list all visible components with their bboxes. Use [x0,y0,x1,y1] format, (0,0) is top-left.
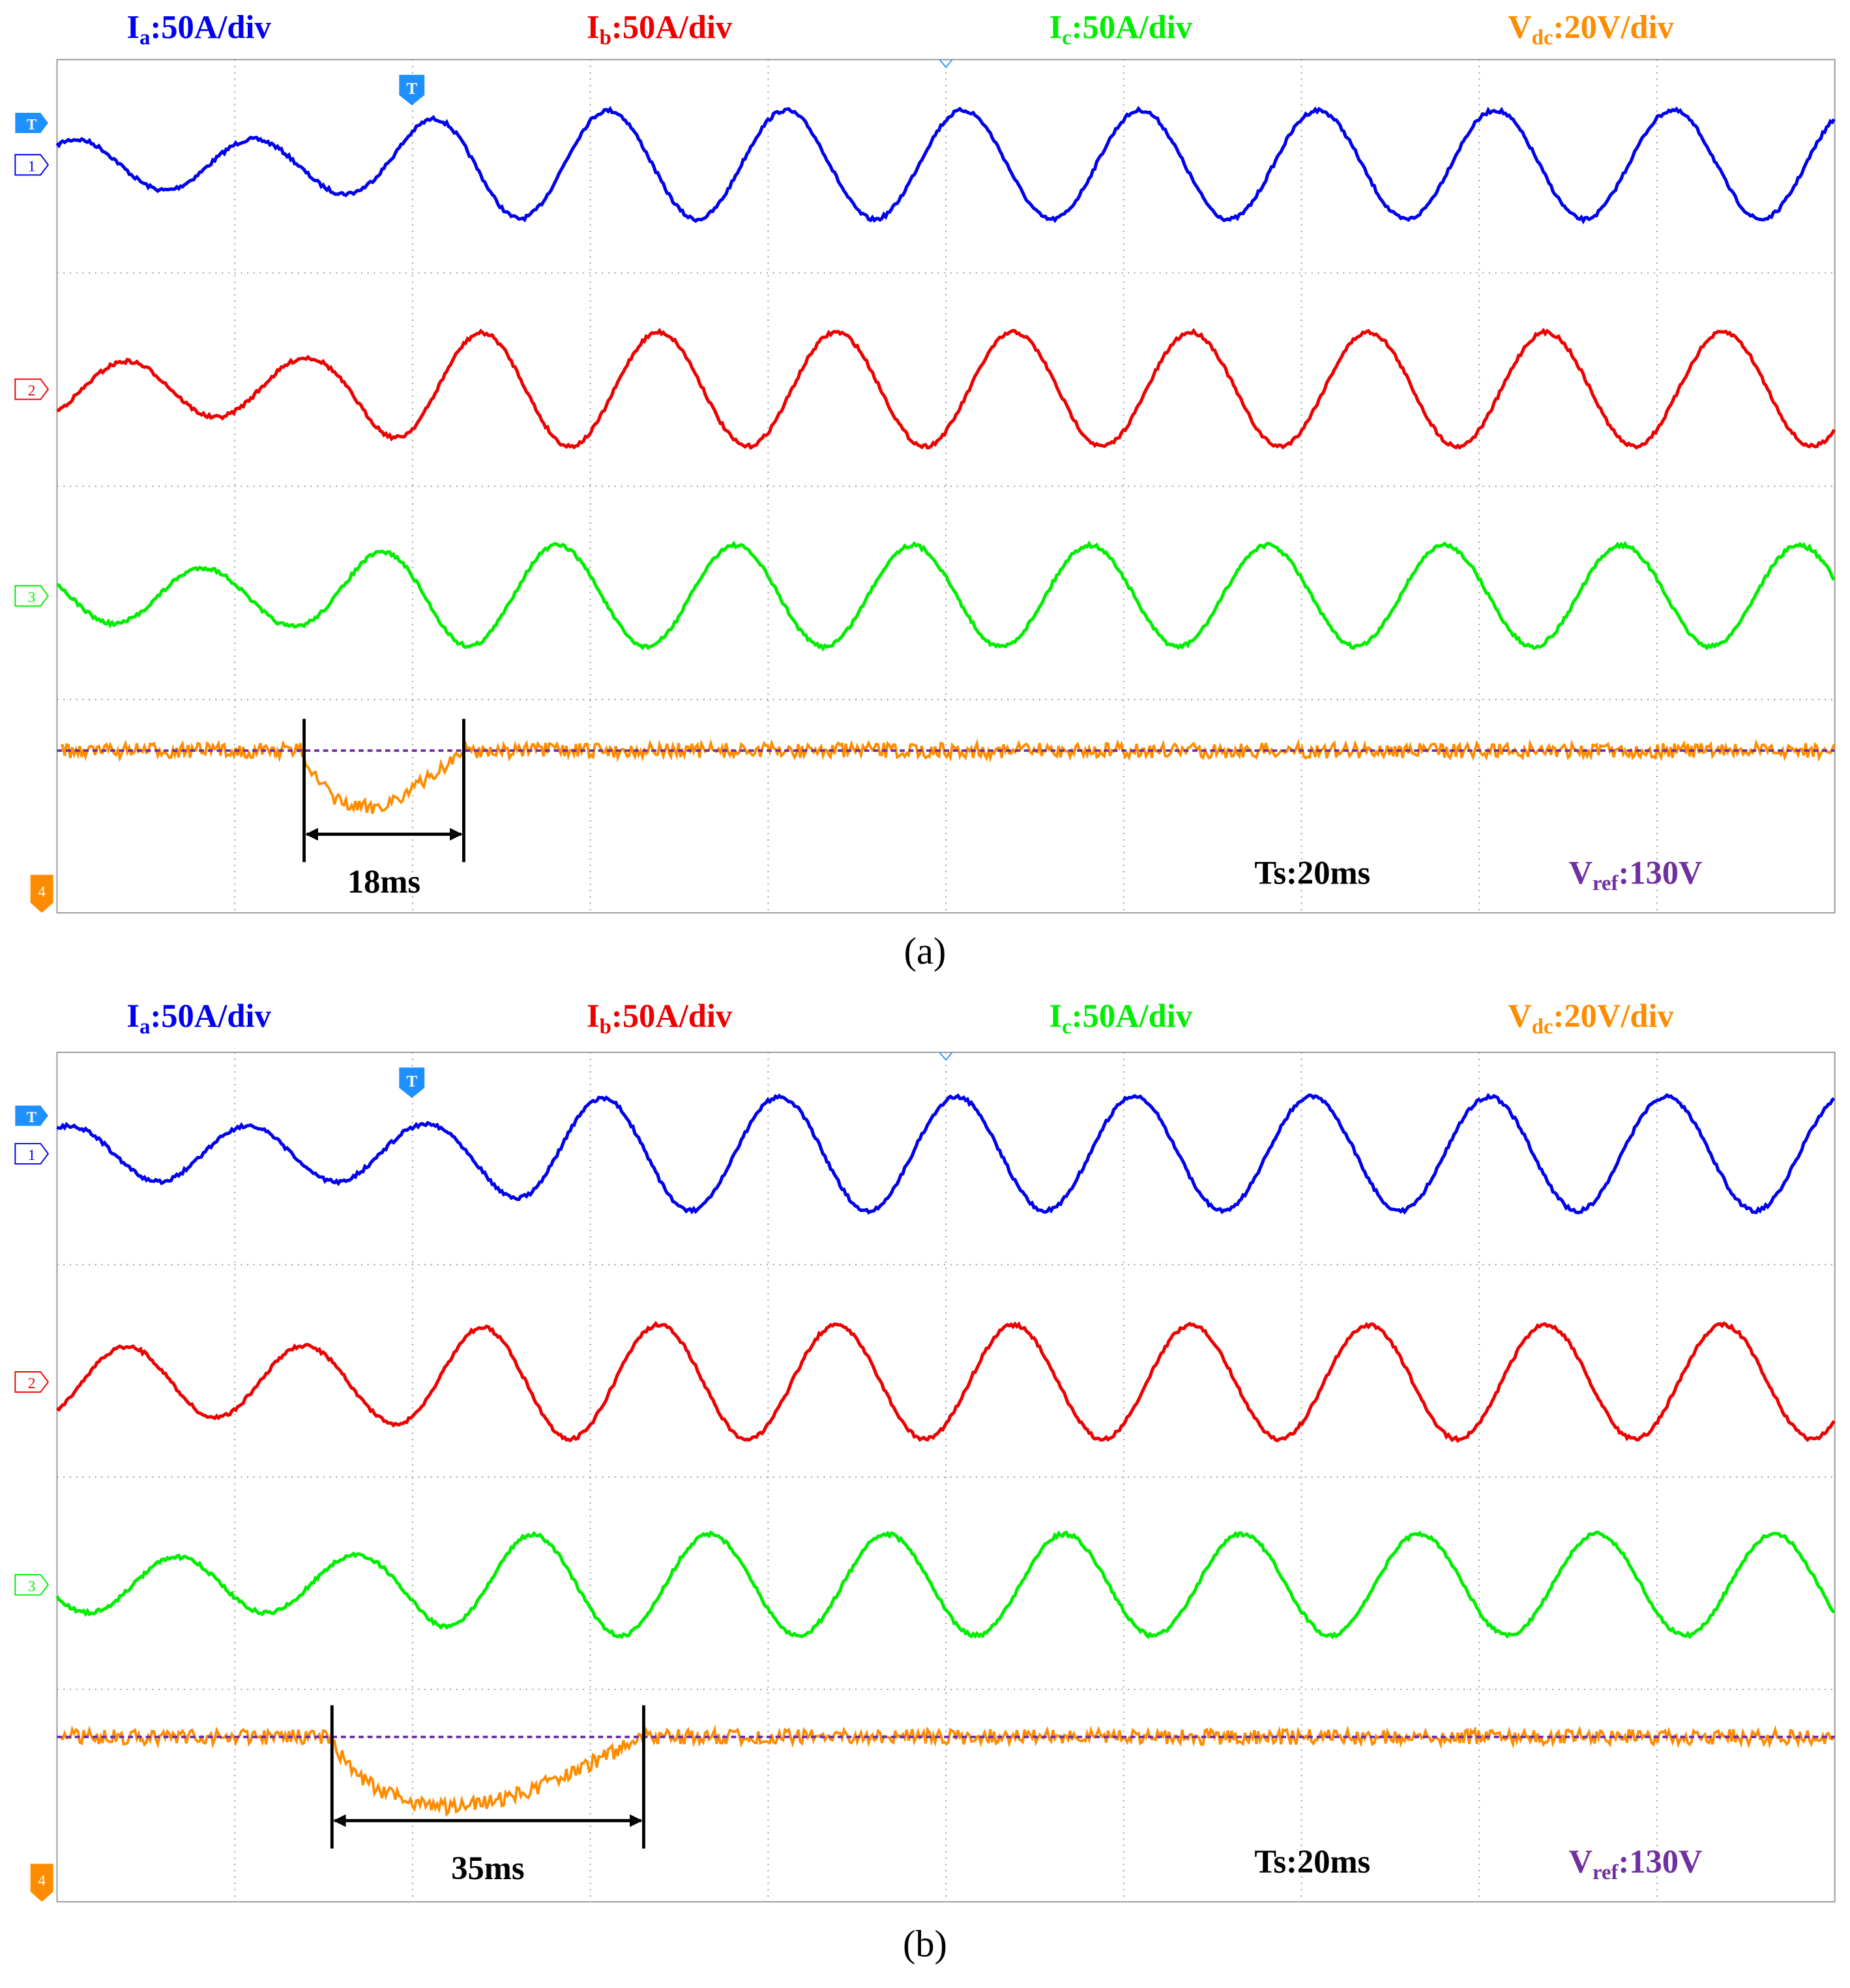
caption: (a) [904,930,947,972]
marker-shape [14,1142,50,1165]
marker-shape [30,1863,53,1902]
waveform [55,106,1836,225]
marker-label: T [406,80,417,98]
duration-label: 35ms [451,1850,524,1886]
marker-shape [15,113,48,134]
channel-marker: 3 [14,585,50,607]
channel-scale: Ic:50A/div [1049,998,1192,1039]
trigger-pos [939,59,953,68]
channel-scale: Ia:50A/div [126,8,271,50]
channel-marker: 3 [14,1574,50,1596]
marker-shape [399,74,425,106]
channel-scale-main: I [587,998,600,1034]
marker-shape [14,154,50,176]
marker-shape [14,585,50,607]
marker-label: T [406,1072,417,1090]
marker-shape [399,1067,425,1098]
reference-label-rest: :130V [1618,1843,1702,1880]
reference-label: Vref:130V [1568,1843,1702,1884]
channel-scale-main: V [1508,8,1531,45]
marker-label: T [27,116,37,133]
channel-scale-rest: :20V/div [1553,998,1674,1034]
channel-scale-main: I [1049,8,1062,45]
channel-scale-sub: dc [1532,1015,1553,1039]
panel: 1 2 3 4 T T 35ms Ts:20ms [14,1051,1836,1903]
channel-scale-main: I [1049,998,1062,1034]
marker-label: 1 [28,158,36,175]
channel-marker: 2 [14,378,50,400]
channel-scale: Ic:50A/div [1049,8,1192,50]
channel-scale: Ib:50A/div [587,8,733,50]
channel-scale-rest: :50A/div [150,998,271,1034]
trigger-marker: T [399,74,425,106]
marker-shape [30,874,53,913]
marker-label: 2 [28,1375,36,1392]
marker-shape [14,1371,50,1393]
channel-scale-rest: :50A/div [1072,998,1193,1034]
channel-scale-sub: b [600,26,611,50]
channel-scale-rest: :50A/div [611,8,733,45]
trigger-marker: T [15,1105,48,1126]
channel-scale-main: I [587,8,600,45]
reference-label-rest: :130V [1618,854,1702,891]
channel-scale-rest: :50A/div [611,998,733,1034]
channel-scale: Vdc:20V/div [1508,8,1674,50]
waveform [55,1320,1836,1444]
waveform [56,1093,1836,1215]
marker-label: T [27,1109,37,1126]
channel-scale-main: I [126,998,139,1034]
marker-shape [14,1574,50,1596]
reference-label: Vref:130V [1568,854,1702,895]
channel-marker: 1 [14,154,50,176]
marker-shape [14,378,50,400]
trigger-marker: T [15,113,48,133]
waveform [61,738,1836,814]
channel-marker: 1 [14,1142,50,1165]
timebase-label: Ts:20ms [1254,854,1370,891]
channel-scale: Vdc:20V/div [1508,998,1674,1039]
channel-scale-main: I [126,8,139,45]
panel: 1 2 3 4 T T 18ms Ts:20ms [14,59,1836,914]
channel-scale-sub: c [1062,26,1072,50]
reference-label-main: V [1568,854,1592,891]
reference-label-sub: ref [1593,872,1619,895]
channel-marker: 4 [30,874,53,913]
channel-scale-sub: a [139,26,150,50]
marker-label: 1 [28,1147,36,1164]
channel-scale-sub: a [139,1015,150,1039]
waveform [56,540,1836,652]
marker-label: 4 [38,883,46,900]
waveform [57,327,1836,451]
duration-label: 18ms [347,863,420,900]
channel-scale: Ia:50A/div [126,998,271,1039]
channel-scale: Ib:50A/div [587,998,733,1039]
channel-scale-rest: :50A/div [1072,8,1193,45]
channel-marker: 2 [14,1371,50,1393]
marker-shape [15,1105,48,1126]
marker-label: 4 [38,1872,46,1889]
waveform [55,1530,1836,1640]
marker-label: 3 [28,1578,36,1595]
timebase-label: Ts:20ms [1254,1843,1370,1880]
channel-scale-sub: b [600,1015,611,1039]
channel-scale-sub: dc [1532,26,1553,50]
marker-label: 2 [28,383,36,400]
channel-scale-sub: c [1062,1015,1072,1039]
trigger-pos [939,1052,953,1061]
channel-scale-rest: :20V/div [1553,8,1674,45]
marker-label: 3 [28,589,36,606]
waveform [60,1724,1836,1817]
caption: (b) [903,1922,947,1965]
trigger-marker: T [399,1067,425,1098]
channel-scale-main: V [1508,998,1531,1034]
channel-scale-rest: :50A/div [150,8,271,45]
channel-marker: 4 [30,1863,53,1902]
reference-label-sub: ref [1593,1861,1619,1884]
reference-label-main: V [1568,1843,1592,1880]
